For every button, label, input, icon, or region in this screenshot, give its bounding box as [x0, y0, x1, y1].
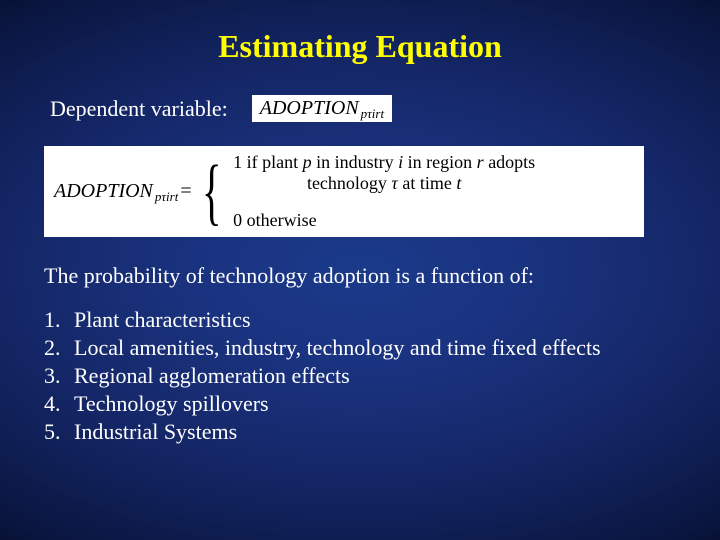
case1-text6: at time: [398, 173, 456, 193]
case-zero: 0 otherwise: [233, 210, 535, 231]
list-item: 3.Regional agglomeration effects: [44, 363, 676, 389]
case1-text2: in industry: [312, 152, 399, 172]
case1-text: 1 if plant: [233, 152, 303, 172]
adoption-variable-box: ADOPTIONpτirt: [252, 95, 392, 122]
brace-icon: {: [202, 155, 222, 229]
list-text: Industrial Systems: [74, 419, 237, 444]
slide-title: Estimating Equation: [44, 28, 676, 65]
case-one: 1 if plant p in industry i in region r a…: [233, 152, 535, 194]
case1-text4: adopts: [484, 152, 536, 172]
list-num: 1.: [44, 307, 74, 333]
list-item: 4.Technology spillovers: [44, 391, 676, 417]
equation-box: ADOPTIONpτirt = { 1 if plant p in indust…: [44, 146, 644, 237]
list-text: Local amenities, industry, technology an…: [74, 335, 601, 360]
adoption-subscript-eq: pτirt: [155, 189, 178, 205]
adoption-word-eq: ADOPTION: [54, 180, 153, 203]
slide: Estimating Equation Dependent variable: …: [0, 0, 720, 540]
case1-p: p: [303, 152, 312, 172]
adoption-word: ADOPTION: [260, 97, 359, 120]
equation-cases: 1 if plant p in industry i in region r a…: [233, 152, 535, 231]
case1-text3: in region: [403, 152, 477, 172]
equation-lhs: ADOPTIONpτirt: [54, 180, 178, 203]
list-num: 5.: [44, 419, 74, 445]
list-num: 4.: [44, 391, 74, 417]
dependent-variable-row: Dependent variable: ADOPTIONpτirt: [50, 95, 676, 122]
dependent-variable-label: Dependent variable:: [50, 96, 228, 122]
list-text: Plant characteristics: [74, 307, 251, 332]
list-item: 2.Local amenities, industry, technology …: [44, 335, 676, 361]
probability-text: The probability of technology adoption i…: [44, 263, 676, 289]
case1-text5: technology: [307, 173, 391, 193]
list-text: Regional agglomeration effects: [74, 363, 350, 388]
equals-sign: =: [180, 180, 191, 203]
factor-list: 1.Plant characteristics 2.Local amenitie…: [44, 307, 676, 445]
list-text: Technology spillovers: [74, 391, 269, 416]
list-num: 3.: [44, 363, 74, 389]
list-item: 1.Plant characteristics: [44, 307, 676, 333]
adoption-subscript: pτirt: [361, 106, 384, 122]
case1-r: r: [477, 152, 484, 172]
list-item: 5.Industrial Systems: [44, 419, 676, 445]
case1-t: t: [456, 173, 461, 193]
list-num: 2.: [44, 335, 74, 361]
